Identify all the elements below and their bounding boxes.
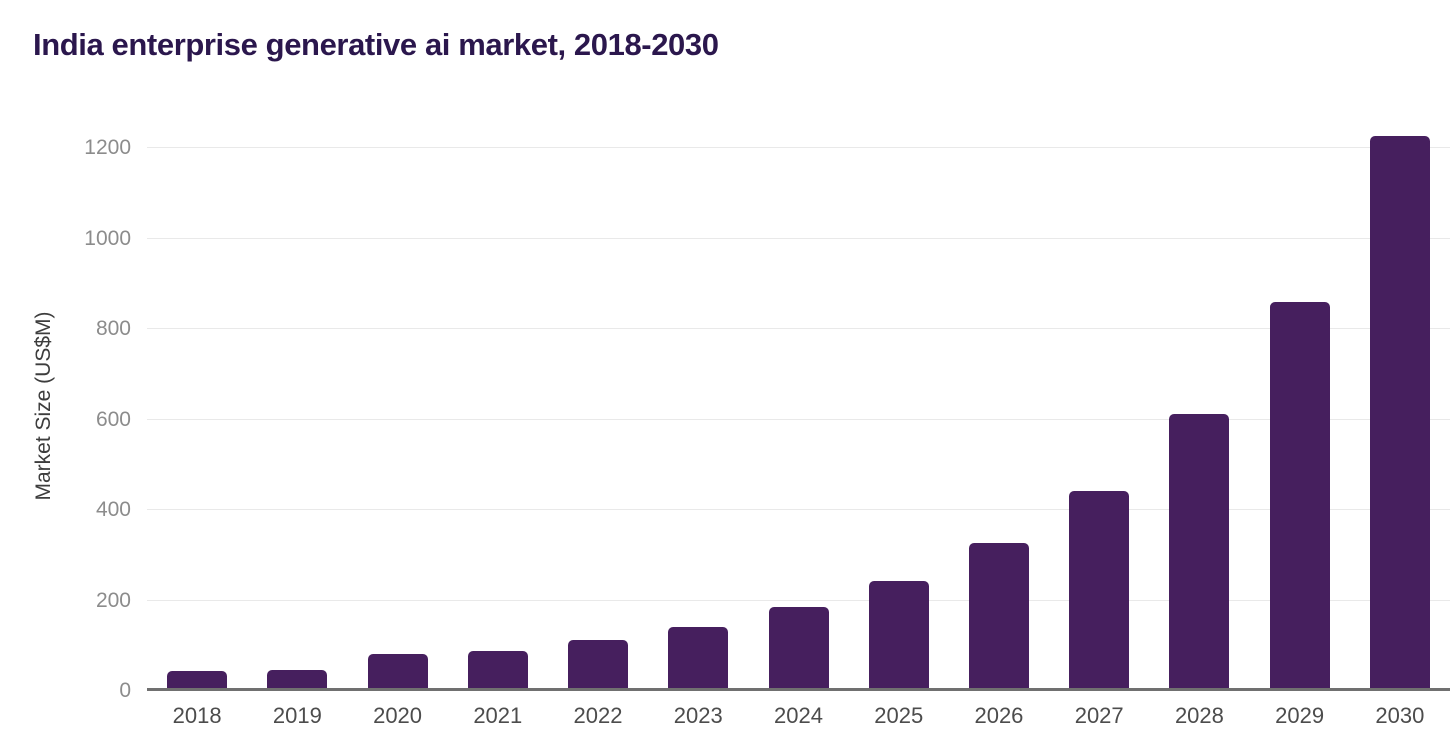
x-tick-label-2028: 2028	[1174, 703, 1224, 728]
x-axis-line	[147, 688, 1450, 691]
bar-2021	[467, 651, 528, 690]
bar-2023	[668, 627, 729, 690]
bar-2029	[1269, 302, 1330, 690]
x-tick-label-2020: 2020	[373, 703, 423, 728]
x-tick-label-2026: 2026	[974, 703, 1024, 728]
y-tick-label-400: 400	[95, 498, 131, 521]
x-tick-label-2024: 2024	[774, 703, 823, 728]
x-tick-label-2023: 2023	[673, 703, 723, 728]
gridline-400	[147, 509, 1450, 510]
x-tick-label-2019: 2019	[272, 703, 322, 728]
x-tick-label-2021: 2021	[473, 703, 523, 728]
bar-2026	[968, 542, 1029, 690]
y-tick-label-600: 600	[95, 407, 131, 431]
y-axis-title: Market Size (US$M)	[32, 311, 55, 501]
gridline-1200	[147, 147, 1450, 148]
bar-2019	[267, 670, 328, 690]
bar-2024	[768, 606, 829, 690]
y-tick-label-800: 800	[95, 317, 131, 340]
plot-area	[147, 135, 1450, 691]
bar-2027	[1069, 490, 1130, 690]
x-tick-label-2027: 2027	[1074, 703, 1124, 728]
gridline-600	[147, 418, 1450, 420]
x-tick-label-2030: 2030	[1375, 703, 1425, 728]
x-tick-label-2022: 2022	[573, 703, 623, 728]
y-tick-label-200: 200	[95, 588, 131, 612]
bar-2018	[167, 671, 228, 690]
bar-2022	[568, 640, 629, 690]
y-tick-label-1000: 1000	[84, 226, 131, 250]
y-tick-label-1200: 1200	[84, 136, 131, 159]
bar-2020	[367, 654, 428, 690]
y-tick-label-0: 0	[119, 679, 131, 702]
gridline-800	[147, 328, 1450, 329]
gridline-1000	[147, 237, 1450, 239]
x-tick-label-2029: 2029	[1275, 703, 1325, 728]
bar-2030	[1369, 135, 1430, 690]
gridline-200	[147, 599, 1450, 601]
x-tick-label-2025: 2025	[874, 703, 924, 728]
bar-2025	[868, 580, 929, 690]
x-tick-label-2018: 2018	[172, 703, 222, 728]
chart-title: India enterprise generative ai market, 2…	[33, 27, 719, 62]
bar-2028	[1169, 413, 1230, 690]
